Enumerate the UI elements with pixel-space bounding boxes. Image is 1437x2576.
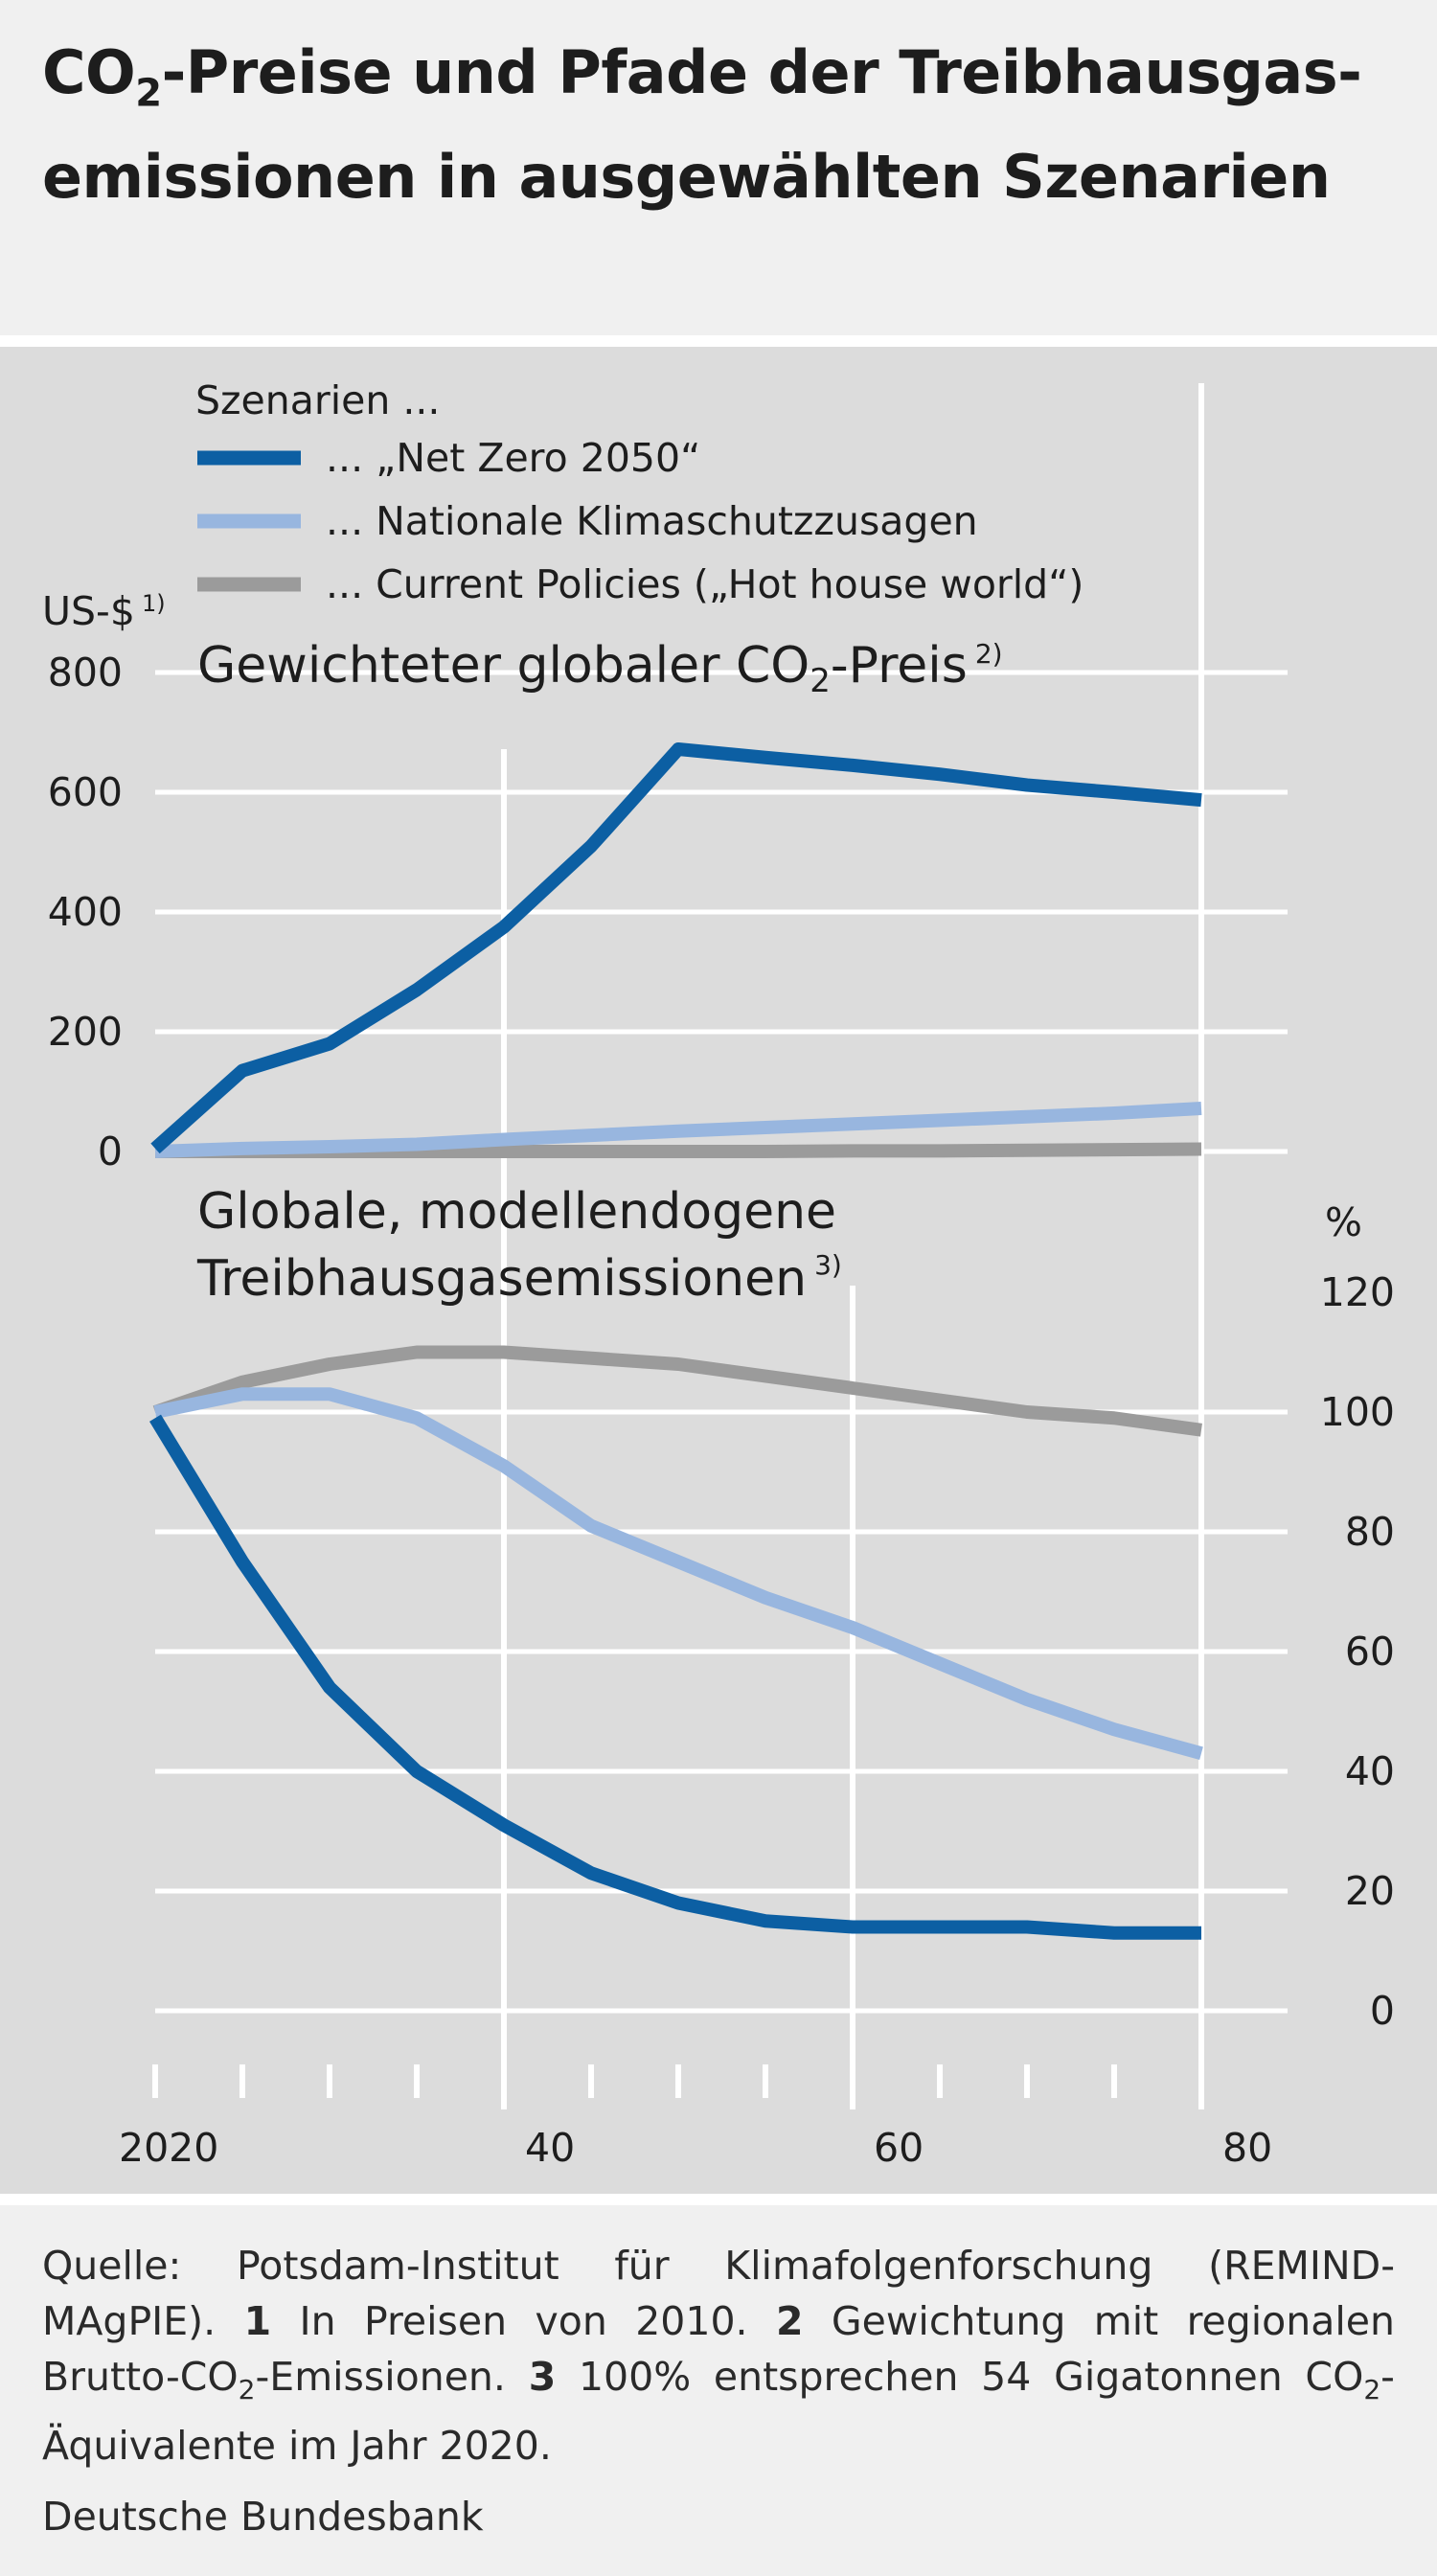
bottom-series-2 — [149, 1414, 1201, 1940]
footnote-1-text: In Preisen von 2010. — [299, 2298, 748, 2344]
footnote-2-text: Gewichtung mit regionalen Brutto-CO — [42, 2298, 1395, 2400]
title-line2: emissionen in ausgewählten Szenarien — [42, 142, 1331, 213]
legend: Szenarien ... ... „Net Zero 2050“ ... Nati… — [195, 377, 1083, 607]
xtick-label-40: 40 — [525, 2125, 575, 2171]
footnote-2-text-end: -Emissionen. — [255, 2354, 506, 2400]
bottom-ytick-100: 100 — [1320, 1389, 1395, 1435]
footnote-2-number: 2 — [775, 2298, 804, 2344]
bottom-ytick-80: 80 — [1345, 1509, 1395, 1555]
top-series-1 — [154, 1102, 1202, 1158]
top-ylabel-note: 1) — [142, 590, 166, 617]
chart-svg: 0 200 400 600 800 US-$ 1) 0 20 40 60 80 100 120% 2020 4… — [42, 377, 1395, 2171]
footnote-2-sub: 2 — [238, 2374, 256, 2406]
top-ytick-600: 600 — [48, 769, 123, 815]
series-lines — [149, 742, 1203, 1940]
footnote-3-text-end: -Äquivalente im Jahr 2020. — [42, 2354, 1395, 2470]
top-ytick-400: 400 — [48, 889, 123, 935]
source-prefix: Quelle: Potsdam-Institut für Klimafolgen… — [42, 2243, 1395, 2344]
bottom-ytick-40: 40 — [1345, 1748, 1395, 1794]
title-part1: CO — [42, 37, 136, 107]
top-ytick-0: 0 — [98, 1128, 123, 1174]
source-note: Quelle: Potsdam-Institut für Klimafolgen… — [42, 2238, 1395, 2473]
xtick-label-2020: 2020 — [119, 2125, 218, 2171]
bottom-series-0 — [152, 1345, 1202, 1437]
panel-titles: Gewichteter globaler CO2-Preis 2) Globale,… — [196, 637, 1003, 1308]
title-part2: -Preise und Pfade der Treibhausgas- — [161, 37, 1362, 107]
top-divider — [0, 335, 1437, 347]
bottom-ytick-120: 120 — [1320, 1269, 1395, 1315]
top-chart-title: Gewichteter globaler CO2-Preis 2) — [197, 637, 1003, 700]
legend-header: Szenarien ... — [195, 377, 440, 423]
chart-title: CO2-Preise und Pfade der Treibhausgas- e… — [42, 31, 1403, 219]
footnote-3-number: 3 — [528, 2354, 557, 2400]
title-sub: 2 — [135, 71, 162, 116]
bottom-series-1 — [153, 1387, 1203, 1760]
footnote-3-text: 100% entsprechen 54 Gigatonnen CO — [578, 2354, 1364, 2400]
bottom-divider — [0, 2194, 1437, 2205]
bottom-chart-title-line1: Globale, modellendogene — [197, 1183, 836, 1241]
xtick-label-60: 60 — [874, 2125, 924, 2171]
bottom-ylabel: % — [1325, 1199, 1362, 1245]
top-ytick-200: 200 — [48, 1009, 123, 1055]
chart-panel: 0 200 400 600 800 US-$ 1) 0 20 40 60 80 100 120% 2020 4… — [0, 347, 1437, 2194]
axis-labels: 0 200 400 600 800 US-$ 1) 0 20 40 60 80 100 120% 2020 4… — [42, 588, 1395, 2171]
top-series-2 — [150, 742, 1202, 1154]
publisher: Deutsche Bundesbank — [42, 2494, 484, 2540]
bottom-ytick-60: 60 — [1345, 1629, 1395, 1675]
bottom-ytick-0: 0 — [1370, 1988, 1395, 2034]
footnote-1-number: 1 — [243, 2298, 272, 2344]
legend-label-1: ... Nationale Klimaschutzzusagen — [326, 498, 978, 544]
bottom-chart-title-line2: Treibhausgasemissionen 3) — [196, 1249, 842, 1308]
footnote-3-sub: 2 — [1363, 2374, 1381, 2406]
legend-label-0: ... „Net Zero 2050“ — [326, 435, 700, 481]
top-ylabel: US-$ — [42, 588, 135, 634]
legend-label-2: ... Current Policies („Hot house world“) — [326, 561, 1083, 607]
xtick-label-80: 80 — [1222, 2125, 1272, 2171]
bottom-ytick-20: 20 — [1345, 1868, 1395, 1914]
top-ytick-800: 800 — [48, 650, 123, 695]
